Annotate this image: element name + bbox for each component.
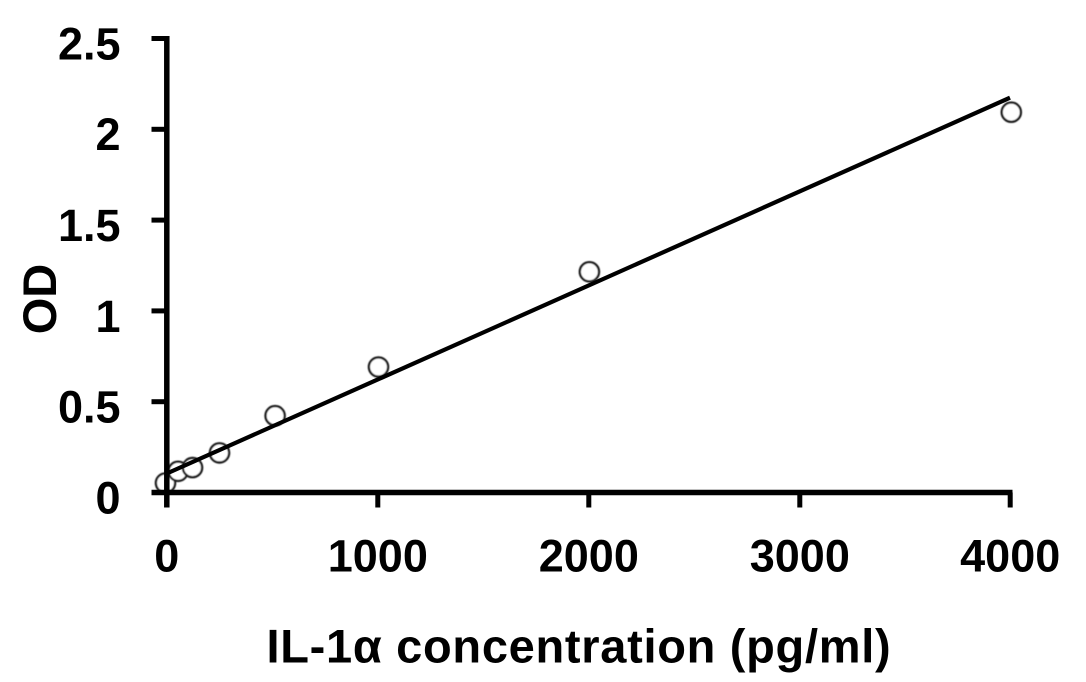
- svg-text:2000: 2000: [539, 531, 639, 582]
- svg-text:0: 0: [154, 531, 179, 582]
- svg-text:IL-1α concentration (pg/ml): IL-1α concentration (pg/ml): [266, 620, 891, 673]
- svg-text:1: 1: [95, 291, 120, 342]
- svg-text:0: 0: [95, 472, 120, 523]
- svg-text:OD: OD: [13, 264, 66, 335]
- svg-text:0.5: 0.5: [58, 382, 121, 433]
- svg-text:2: 2: [95, 109, 120, 160]
- svg-text:1.5: 1.5: [58, 200, 121, 251]
- svg-text:2.5: 2.5: [58, 18, 121, 69]
- svg-text:1000: 1000: [328, 531, 428, 582]
- svg-text:3000: 3000: [750, 531, 850, 582]
- svg-text:4000: 4000: [960, 531, 1060, 582]
